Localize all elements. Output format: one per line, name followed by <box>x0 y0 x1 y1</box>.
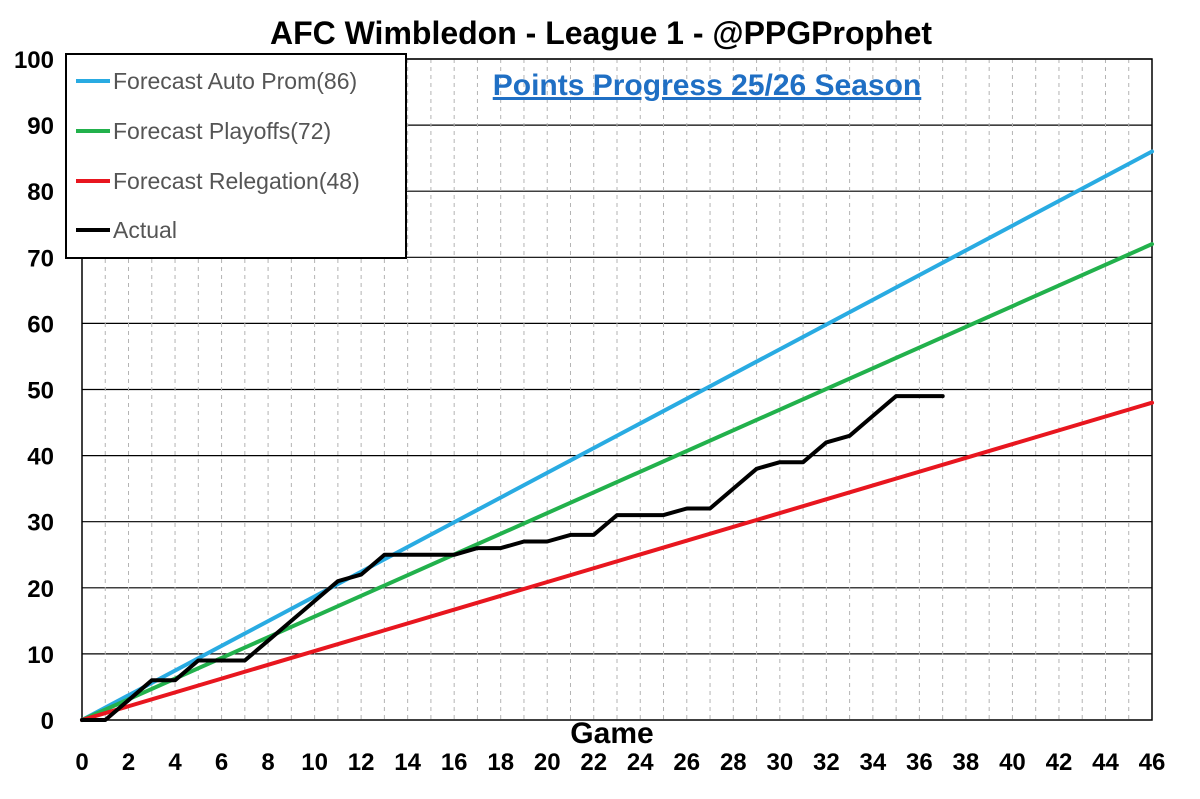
x-tick-label: 12 <box>348 749 375 776</box>
x-tick-label: 24 <box>627 749 654 776</box>
series-line-forecast-playoffs <box>80 242 1154 722</box>
x-tick-label: 8 <box>261 749 274 776</box>
x-tick-label: 38 <box>953 749 980 776</box>
y-tick-label: 40 <box>27 444 54 471</box>
legend: Forecast Auto Prom(86) Forecast Playoffs… <box>65 53 407 259</box>
x-tick-label: 42 <box>1046 749 1073 776</box>
legend-label-playoffs: Forecast Playoffs(72) <box>113 118 331 144</box>
x-tick-label: 6 <box>215 749 228 776</box>
x-tick-label: 22 <box>580 749 607 776</box>
series-line-forecast-auto-prom <box>80 149 1154 722</box>
y-tick-label: 100 <box>14 47 54 74</box>
x-tick-label: 30 <box>766 749 793 776</box>
x-tick-label: 28 <box>720 749 747 776</box>
x-tick-label: 2 <box>122 749 135 776</box>
x-tick-label: 4 <box>168 749 182 776</box>
x-axis-label: Game <box>570 717 653 750</box>
legend-label-actual: Actual <box>113 217 177 243</box>
y-tick-label: 30 <box>27 510 54 537</box>
x-tick-label: 0 <box>75 749 88 776</box>
legend-box <box>65 53 407 259</box>
x-tick-label: 40 <box>999 749 1026 776</box>
plot-area-border <box>81 58 1153 721</box>
chart-subtitle: Points Progress 25/26 Season <box>493 69 922 102</box>
x-tick-label: 14 <box>394 749 421 776</box>
y-tick-label: 20 <box>27 576 54 603</box>
y-tick-label: 80 <box>27 179 54 206</box>
legend-label-relegation: Forecast Relegation(48) <box>113 168 360 194</box>
chart-title: AFC Wimbledon - League 1 - @PPGProphet <box>270 15 932 51</box>
x-tick-label: 44 <box>1092 749 1119 776</box>
y-tick-label: 0 <box>41 708 54 735</box>
y-tick-label: 90 <box>27 113 54 140</box>
legend-label-auto-prom: Forecast Auto Prom(86) <box>113 68 357 94</box>
y-tick-label: 60 <box>27 311 54 338</box>
x-tick-label: 16 <box>441 749 468 776</box>
y-tick-label: 50 <box>27 378 54 405</box>
y-tick-label: 10 <box>27 642 54 669</box>
x-tick-label: 10 <box>301 749 328 776</box>
series-lines <box>80 149 1154 722</box>
x-tick-label: 20 <box>534 749 561 776</box>
x-tick-label: 18 <box>487 749 514 776</box>
x-tick-label: 26 <box>673 749 700 776</box>
x-tick-label: 46 <box>1139 749 1166 776</box>
x-tick-label: 34 <box>860 749 887 776</box>
series-line-forecast-relegation <box>80 400 1154 722</box>
series-line-actual <box>80 394 945 722</box>
x-tick-label: 36 <box>906 749 933 776</box>
y-tick-label: 70 <box>27 245 54 272</box>
x-tick-label: 32 <box>813 749 840 776</box>
